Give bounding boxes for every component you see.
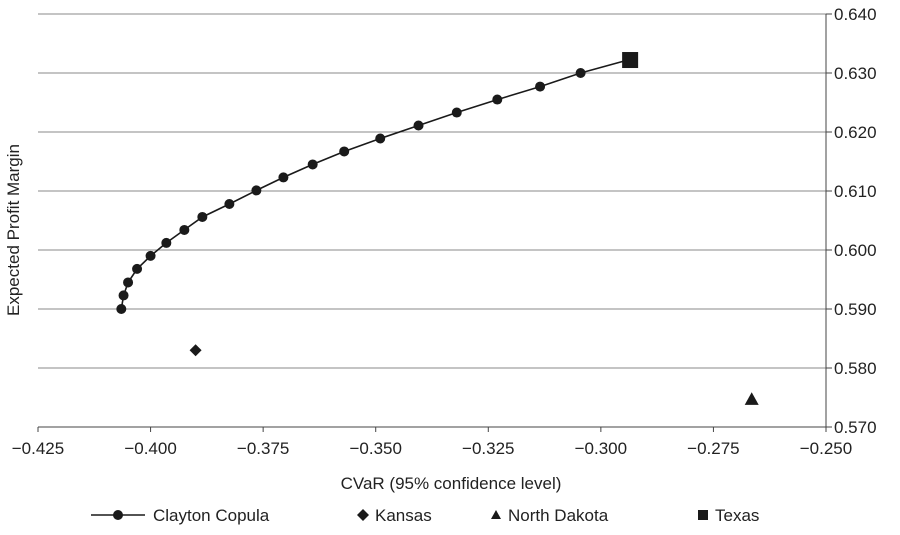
data-point: [224, 198, 235, 209]
legend-marker: [491, 510, 501, 519]
legend-label: Kansas: [375, 506, 432, 525]
data-point: [179, 224, 190, 235]
x-tick-label: −0.300: [575, 439, 627, 458]
data-point: [278, 172, 289, 183]
series-kansas: [189, 344, 202, 357]
data-point: [251, 185, 262, 196]
data-point: [535, 81, 546, 92]
x-tick-label: −0.425: [12, 439, 64, 458]
data-point: [575, 68, 586, 78]
series-north-dakota: [744, 392, 759, 405]
y-axis-label: Expected Profit Margin: [4, 144, 23, 316]
y-tick-label: 0.590: [834, 300, 877, 319]
x-tick-label: −0.350: [349, 439, 401, 458]
legend: Clayton Copula Kansas North Dakota Texas: [91, 506, 759, 525]
series-texas: [622, 52, 639, 69]
y-tick-label: 0.610: [834, 182, 877, 201]
data-point: [145, 250, 156, 261]
data-point: [197, 211, 208, 222]
legend-item-north-dakota: North Dakota: [491, 506, 609, 525]
x-tick-labels: −0.425 −0.400 −0.375 −0.350 −0.325 −0.300 −0.2…: [12, 439, 852, 458]
data-point: [118, 290, 129, 301]
legend-marker: [698, 510, 708, 520]
legend-marker: [113, 510, 123, 520]
data-point: [307, 159, 318, 170]
data-point: [744, 392, 759, 405]
data-point: [451, 107, 462, 118]
data-point: [622, 52, 639, 69]
x-tick-label: −0.325: [462, 439, 514, 458]
series-clayton-copula: [116, 55, 633, 314]
gridlines: [38, 13, 826, 428]
data-point: [123, 277, 134, 288]
x-tick-label: −0.375: [237, 439, 289, 458]
legend-item-texas: Texas: [698, 506, 759, 525]
data-point: [339, 146, 350, 157]
data-point: [161, 237, 172, 248]
x-tick-label: −0.400: [124, 439, 176, 458]
data-point: [116, 304, 127, 314]
y-tick-label: 0.620: [834, 123, 877, 142]
data-point: [132, 263, 143, 274]
x-tick-label: −0.275: [687, 439, 739, 458]
legend-label: North Dakota: [508, 506, 609, 525]
legend-item-clayton-copula: Clayton Copula: [91, 506, 270, 525]
legend-label: Texas: [715, 506, 759, 525]
legend-label: Clayton Copula: [153, 506, 270, 525]
axes: [37, 13, 832, 432]
data-point: [413, 120, 424, 131]
y-tick-label: 0.640: [834, 5, 877, 24]
x-axis-label: CVaR (95% confidence level): [341, 474, 562, 493]
y-tick-label: 0.580: [834, 359, 877, 378]
y-tick-label: 0.600: [834, 241, 877, 260]
y-tick-label: 0.630: [834, 64, 877, 83]
data-point: [492, 94, 503, 105]
data-point: [189, 344, 202, 357]
y-tick-labels: 0.570 0.580 0.590 0.600 0.610 0.620 0.630 0.640: [834, 5, 877, 437]
series-line: [120, 59, 629, 310]
series-layer: [116, 52, 759, 405]
legend-item-kansas: Kansas: [357, 506, 432, 525]
x-tick-label: −0.250: [800, 439, 852, 458]
legend-marker: [357, 509, 369, 521]
y-tick-label: 0.570: [834, 418, 877, 437]
data-point: [375, 133, 386, 144]
